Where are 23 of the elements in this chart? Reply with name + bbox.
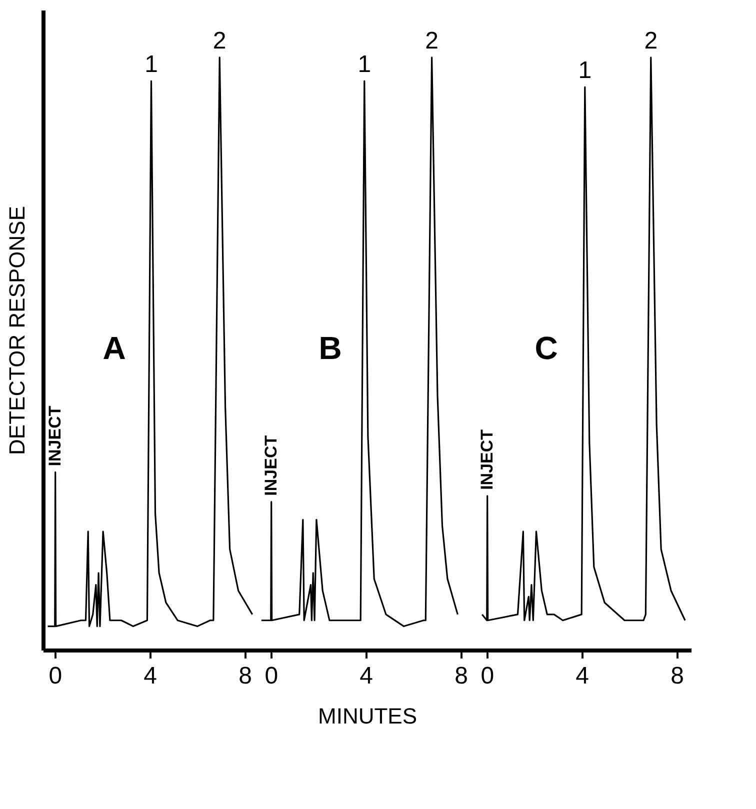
x-tick-label: 0 [264, 662, 278, 690]
annotation: 1 [578, 57, 592, 84]
annotation: C [534, 330, 558, 366]
x-tick-label: 8 [454, 662, 468, 690]
annotation: INJECT [45, 405, 64, 466]
annotation: INJECT [477, 428, 496, 490]
annotation: 2 [425, 27, 438, 54]
annotation: 1 [144, 51, 158, 78]
x-tick-label: 8 [670, 662, 684, 690]
x-tick-label: 8 [238, 662, 252, 690]
x-axis-title: MINUTES [318, 704, 417, 728]
annotation: 2 [644, 27, 658, 54]
annotation: 1 [358, 51, 372, 78]
x-tick-label: 4 [360, 662, 373, 690]
x-tick-label: 4 [144, 662, 157, 690]
annotation: INJECT [261, 434, 280, 496]
x-tick-label: 0 [48, 662, 62, 690]
y-axis-title: DETECTOR RESPONSE [4, 206, 30, 455]
annotation: 2 [212, 27, 226, 54]
x-tick-label: 0 [480, 662, 494, 690]
x-tick-label: 4 [576, 662, 589, 690]
annotation: B [318, 330, 342, 366]
annotation: A [102, 330, 126, 366]
